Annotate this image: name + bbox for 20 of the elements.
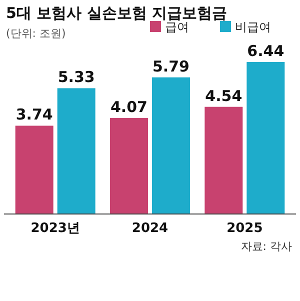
- text: 자료: 각사: [240, 240, 292, 253]
- x-tick-label: 2025: [226, 221, 263, 236]
- data-label: 4.07: [110, 98, 148, 116]
- bar: [110, 118, 148, 214]
- chart-title: 5대 보험사 실손보험 지급보험금: [6, 4, 228, 22]
- bar: [246, 62, 285, 214]
- bar: [57, 88, 96, 214]
- bar: [15, 126, 54, 214]
- data-label: 5.79: [152, 57, 190, 76]
- data-label: 6.44: [247, 42, 284, 60]
- data-label: 3.74: [16, 106, 53, 124]
- bar: [152, 77, 190, 214]
- x-tick-label: 2023년: [30, 221, 80, 236]
- legend-label: 급여: [165, 20, 189, 34]
- bar: [204, 106, 243, 214]
- data-label: 4.54: [205, 86, 242, 105]
- chart-subtitle: (단위: 조원): [6, 27, 66, 40]
- data-label: 5.33: [58, 68, 95, 86]
- x-tick-label: 2024: [132, 221, 168, 236]
- legend-label: 비급여: [235, 20, 271, 34]
